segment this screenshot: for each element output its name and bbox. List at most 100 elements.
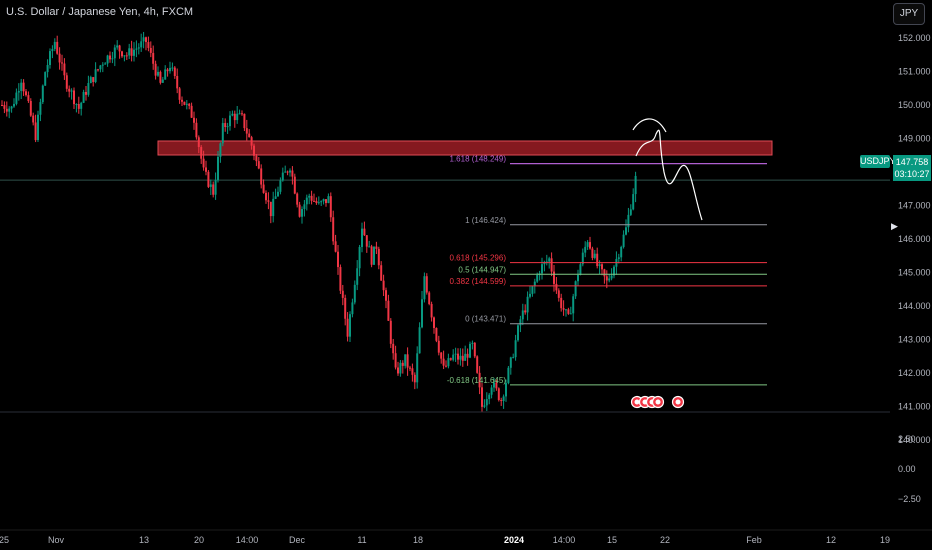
candle-body [70,90,73,92]
candle-body [634,175,637,195]
symbol-title[interactable]: U.S. Dollar / Japanese Yen, 4h, FXCM [6,6,194,18]
candle-body [265,192,267,201]
currency-button[interactable]: JPY [893,3,925,25]
candle-body [610,275,613,279]
candle-body [471,342,474,344]
candle-body [356,268,359,285]
price-tick-label: 147.000 [898,201,931,211]
candle-body [214,180,217,195]
candle-body [22,82,25,92]
candle-body [531,286,534,294]
candle-body [39,102,42,115]
candle-body [188,103,191,106]
candle-body [341,290,344,298]
candle-body [457,353,459,360]
fibonacci-retracement[interactable]: 1.618 (148.249) 1 (146.424) 0.618 (145.296… [447,155,767,386]
time-axis: 25 Nov 13 20 14:00 Dec 11 18 2024 14:00 15 22 Feb 12 1… [0,535,890,545]
candle-body [248,133,251,138]
candle-body [32,115,35,123]
candle-body [346,318,349,337]
candle-body [445,365,447,367]
candle-body [483,405,486,407]
candle-body [10,106,13,109]
candle-body [545,261,548,263]
candle-body [404,354,407,366]
candle-body [509,357,512,368]
candle-body [536,275,539,282]
candle-body [183,101,186,105]
candle-body [80,102,83,109]
candle-body [56,41,59,54]
candle-body [505,383,507,397]
candle-body [116,45,119,48]
candle-body [27,95,30,101]
candle-body [128,48,131,56]
candle-body [279,180,282,192]
price-tick-label: 146.000 [898,234,931,244]
candle-body [425,276,428,293]
candle-body [17,91,20,93]
candle-body [185,103,188,105]
candle-body [291,170,294,177]
time-tick-label: Feb [746,535,762,545]
candle-body [567,309,570,314]
price-axis: 152.000151.000150.000149.000148.000147.0… [898,33,931,445]
candle-body [233,113,236,121]
candle-body [109,55,111,60]
candle-body [303,204,306,210]
candle-body [142,37,145,42]
candle-body [301,209,303,217]
projection-drawing[interactable] [632,118,703,221]
candle-body [603,269,606,277]
candle-body [433,317,435,328]
candle-body [601,264,603,270]
candle-body [562,308,565,310]
candle-body [241,113,243,115]
candle-body [135,48,138,50]
candle-body [507,367,510,384]
candle-body [497,388,500,401]
candle-body [169,67,171,72]
candle-body [121,51,123,57]
candle-body [421,299,423,328]
candle-body [574,281,577,297]
candle-body [63,63,66,76]
candle-body [392,343,395,354]
candle-body [229,115,231,127]
candle-body [512,357,515,359]
time-tick-label: 11 [357,535,366,545]
candle-body [459,355,462,360]
candle-body [281,172,284,181]
candle-body [461,355,464,361]
candle-body [397,367,399,374]
candle-body [608,278,611,281]
candle-body [622,234,625,247]
scroll-right-arrow-icon[interactable]: ▶ [891,221,898,231]
candle-body [178,88,181,100]
price-tick-label: 140.000 [898,435,931,445]
candle-body [394,353,397,368]
time-tick-label: 20 [194,535,204,545]
candle-body [73,90,75,105]
current-price-value: 147.758 [895,157,929,167]
candle-body [20,82,23,92]
candle-body [296,193,299,205]
candle-body [320,201,323,203]
candle-body [353,284,356,303]
candle-body [212,184,215,195]
candle-body [171,67,174,69]
candle-body [344,297,347,319]
time-tick-label: 19 [880,535,890,545]
resistance-zone[interactable] [157,140,773,156]
candle-body [502,396,505,401]
candle-body [5,108,8,112]
candle-body [195,122,198,138]
candle-body [154,63,157,76]
candle-body [584,246,587,253]
candle-body [625,227,627,235]
candle-body [272,198,275,217]
time-tick-label: 13 [139,535,149,545]
time-tick-label: 25 [0,535,9,545]
candle-body [565,309,567,311]
